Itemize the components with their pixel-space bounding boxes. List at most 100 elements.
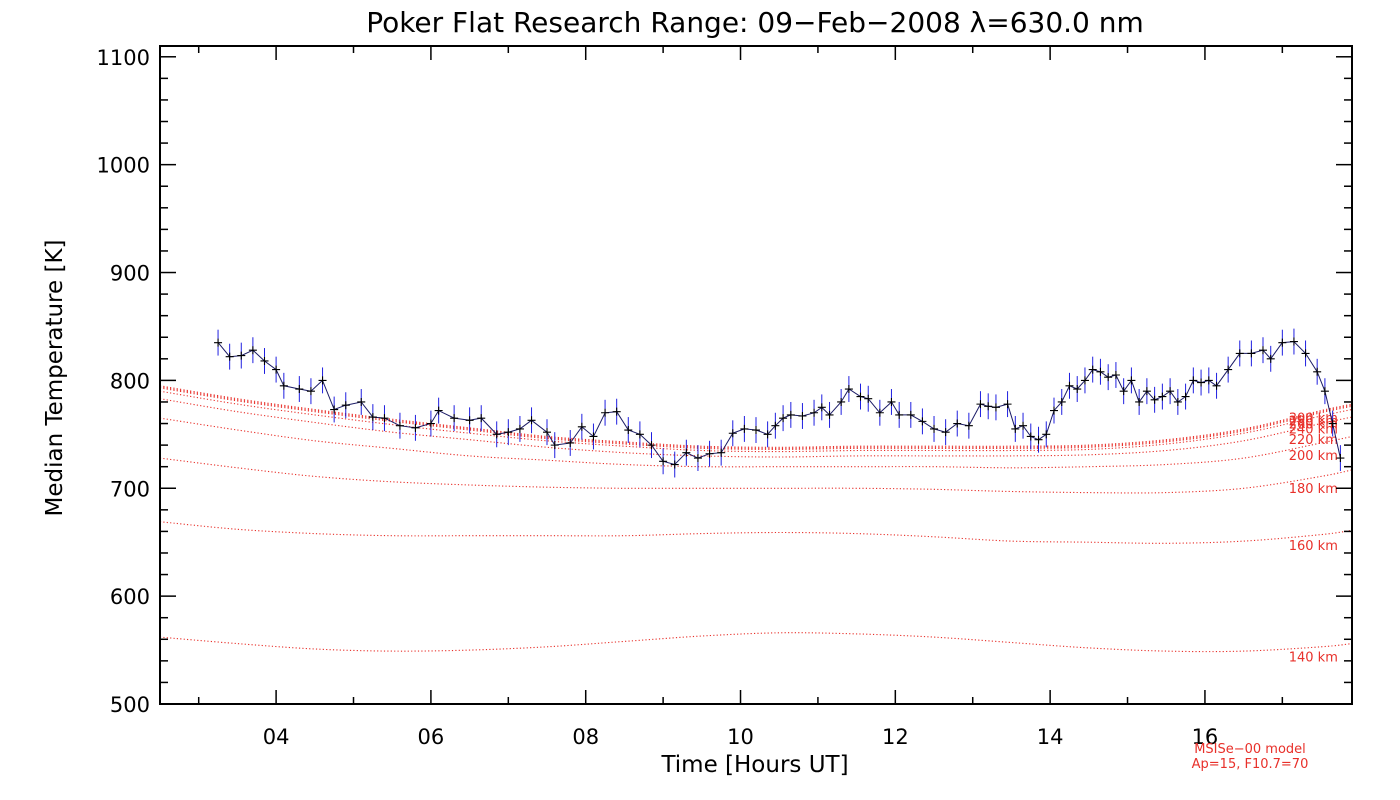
data-point [693, 454, 702, 463]
data-point [930, 424, 939, 433]
data-point [1073, 385, 1082, 394]
y-tick-label: 1100 [97, 46, 150, 70]
model-curve-140-km [159, 632, 1353, 653]
x-axis-label: Time [Hours UT] [660, 752, 848, 778]
data-point [612, 407, 621, 416]
data-point [450, 414, 459, 423]
data-point [426, 419, 435, 428]
data-point [214, 338, 223, 347]
data-point [786, 410, 795, 419]
data-point [837, 397, 846, 406]
data-point [1197, 378, 1206, 387]
data-point [1278, 338, 1287, 347]
data-point [825, 410, 834, 419]
x-tick-label: 10 [727, 725, 754, 749]
data-point [1011, 424, 1020, 433]
data-point [798, 411, 807, 420]
y-tick-label: 900 [110, 262, 150, 286]
y-tick-label: 500 [110, 693, 150, 717]
x-tick-label: 12 [882, 725, 909, 749]
y-tick-label: 600 [110, 585, 150, 609]
data-point [682, 448, 691, 457]
data-point [260, 356, 269, 365]
data-point [306, 387, 315, 396]
data-point [1057, 397, 1066, 406]
data-point [624, 426, 633, 435]
data-point [1336, 454, 1345, 463]
data-point [395, 421, 404, 430]
data-point [279, 381, 288, 390]
data-point [976, 400, 985, 409]
data-point [887, 397, 896, 406]
measurement-line [217, 341, 1341, 466]
model-curve-300-km [159, 385, 1353, 448]
data-point [1313, 367, 1322, 376]
data-point [465, 416, 474, 425]
data-point [1042, 430, 1051, 439]
data-point [477, 414, 486, 423]
data-point [1328, 419, 1337, 428]
data-point [1150, 395, 1159, 404]
data-point [357, 397, 366, 406]
measurement-series [214, 328, 1345, 478]
data-point [1080, 376, 1089, 385]
data-point [1034, 435, 1043, 444]
data-point [504, 428, 513, 437]
model-label-300-km: 300 km [1289, 411, 1338, 426]
data-point [1111, 371, 1120, 379]
data-point [1135, 397, 1144, 406]
data-point [1212, 381, 1221, 390]
data-point [647, 441, 656, 450]
data-point [434, 406, 443, 415]
data-point [864, 394, 873, 403]
data-point [1173, 397, 1182, 406]
axis-ticks: 04 06 08 10 12 14 16 500 600 700 800 900 1000 1100 [97, 46, 1352, 749]
model-label-200-km: 200 km [1289, 449, 1338, 464]
data-point [411, 423, 420, 432]
data-point [918, 417, 927, 426]
y-tick-label: 700 [110, 477, 150, 501]
data-point [856, 392, 865, 401]
data-point [941, 428, 950, 437]
model-curve-160-km [159, 521, 1353, 544]
data-point [953, 419, 962, 428]
model-note-line2: Ap=15, F10.7=70 [1192, 757, 1309, 772]
y-axis-label: Median Temperature [K] [42, 240, 68, 517]
data-point [875, 408, 884, 417]
data-point [779, 414, 788, 423]
data-point [1096, 367, 1105, 376]
data-point [368, 413, 377, 422]
data-point [810, 408, 819, 417]
data-point [225, 352, 234, 361]
x-tick-label: 08 [572, 725, 599, 749]
data-point [237, 351, 246, 360]
data-point [670, 460, 679, 469]
data-point [1224, 365, 1233, 374]
data-point [1247, 349, 1256, 358]
x-tick-label: 16 [1192, 725, 1219, 749]
plot-frame [159, 45, 1353, 705]
data-point [1301, 349, 1310, 358]
data-point [717, 448, 726, 457]
data-point [492, 430, 501, 439]
model-curve-280-km [159, 386, 1353, 449]
data-point [991, 403, 1000, 412]
data-point [330, 405, 339, 414]
data-point [817, 403, 826, 412]
data-point [1026, 432, 1035, 441]
data-point [527, 416, 536, 425]
model-label-140-km: 140 km [1289, 651, 1338, 666]
data-point [1181, 392, 1190, 401]
data-point [763, 430, 772, 439]
model-label-280-km: 280 km [1289, 414, 1338, 429]
data-point [550, 441, 559, 450]
y-tick-label: 1000 [97, 154, 150, 178]
data-point [1088, 365, 1097, 374]
data-point [984, 402, 993, 411]
data-point [1127, 376, 1136, 385]
model-curve-180-km [159, 457, 1353, 494]
data-point [295, 385, 304, 394]
data-point [1142, 387, 1151, 396]
data-point [752, 426, 760, 435]
